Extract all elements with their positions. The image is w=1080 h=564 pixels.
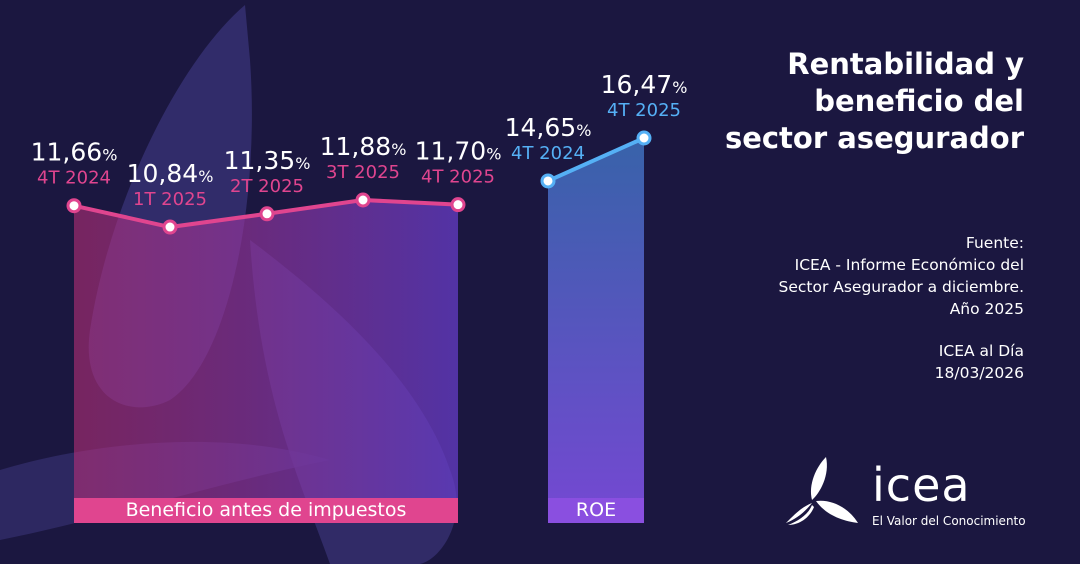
series-area-0 bbox=[74, 200, 458, 498]
data-point bbox=[259, 206, 275, 222]
publication-name: ICEA al Día bbox=[938, 342, 1024, 360]
value-label: 10,84% bbox=[127, 159, 214, 188]
issue-info: ICEA al Día 18/03/2026 bbox=[935, 340, 1024, 384]
source-line: Sector Asegurador a diciembre. bbox=[778, 278, 1025, 296]
data-point bbox=[450, 197, 466, 213]
logo-wordmark: icea bbox=[872, 458, 971, 512]
icea-logo-icon bbox=[786, 457, 858, 525]
series-area-1 bbox=[548, 138, 644, 498]
value-label: 11,66% bbox=[31, 138, 118, 167]
series-line-1 bbox=[547, 136, 645, 183]
series-label-beneficio: Beneficio antes de impuestos bbox=[74, 498, 458, 523]
title-line: Rentabilidad y bbox=[787, 47, 1024, 81]
value-label: 16,47% bbox=[601, 70, 688, 99]
source-line: ICEA - Informe Económico del bbox=[794, 256, 1024, 274]
category-label: 3T 2025 bbox=[326, 162, 400, 183]
data-point bbox=[66, 198, 82, 214]
source-line: Año 2025 bbox=[949, 300, 1024, 318]
data-point bbox=[355, 192, 371, 208]
page-title: Rentabilidad y beneficio del sector aseg… bbox=[684, 46, 1024, 157]
data-point bbox=[162, 219, 178, 235]
value-label: 11,88% bbox=[320, 132, 407, 161]
data-point bbox=[540, 173, 556, 189]
title-line: beneficio del bbox=[814, 84, 1024, 118]
publication-date: 18/03/2026 bbox=[934, 364, 1024, 382]
value-label: 14,65% bbox=[505, 113, 592, 142]
logo-tagline: El Valor del Conocimiento bbox=[872, 514, 1026, 528]
data-point bbox=[636, 130, 652, 146]
source-line: Fuente: bbox=[965, 234, 1024, 252]
category-label: 4T 2024 bbox=[37, 168, 111, 189]
value-label: 11,35% bbox=[224, 146, 311, 175]
value-label: 11,70% bbox=[415, 137, 502, 166]
series-label-roe: ROE bbox=[548, 498, 644, 523]
title-line: sector asegurador bbox=[724, 121, 1024, 155]
category-label: 4T 2024 bbox=[511, 143, 585, 164]
source-note: Fuente: ICEA - Informe Económico del Sec… bbox=[704, 232, 1025, 320]
category-label: 1T 2025 bbox=[133, 189, 207, 210]
category-label: 4T 2025 bbox=[421, 167, 495, 188]
category-label: 2T 2025 bbox=[230, 176, 304, 197]
category-label: 4T 2025 bbox=[607, 100, 681, 121]
